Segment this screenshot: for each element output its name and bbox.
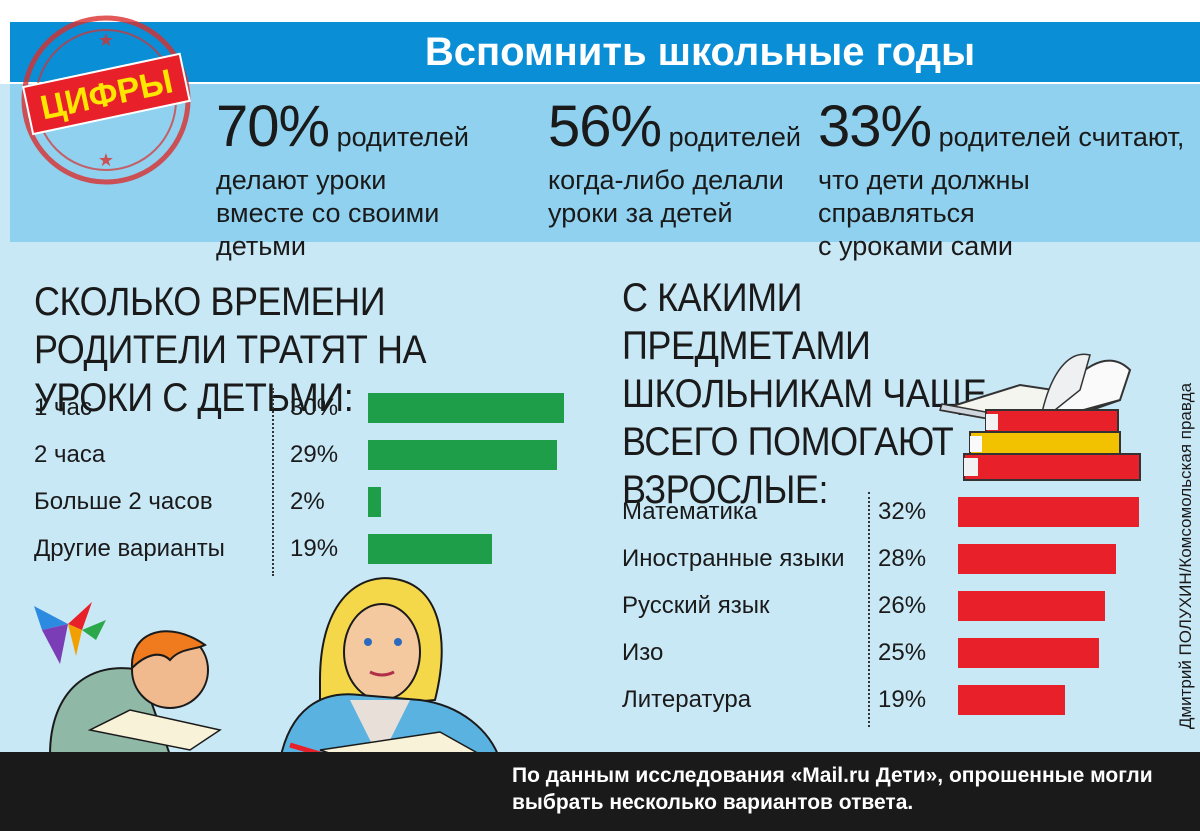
stat-block: 70% родителей делают уроки вместе со сво… <box>216 92 536 263</box>
separator-line <box>868 492 870 727</box>
star-icon: ★ <box>98 30 114 50</box>
stat-text-line: когда-либо делали <box>548 165 784 195</box>
bar <box>368 534 493 564</box>
value-label: 32% <box>878 498 927 525</box>
stat-block: 33% родителей считают, что дети должны с… <box>818 92 1190 263</box>
footer-band <box>0 752 1200 831</box>
bar <box>958 544 1117 574</box>
category-label: Литература <box>622 686 752 713</box>
stat-first-line: родителей считают, <box>938 122 1185 152</box>
footer-note: По данным исследования «Mail.ru Дети», о… <box>512 764 1153 814</box>
stat-value: 33% <box>818 94 932 159</box>
bar <box>958 497 1139 527</box>
value-label: 25% <box>878 639 927 666</box>
stats-band <box>10 84 1200 242</box>
photo-credit: Дмитрий ПОЛУХИН/Комсомольская правда <box>1176 382 1195 730</box>
separator-line <box>272 388 274 576</box>
bar <box>958 685 1066 715</box>
stat-value: 70% <box>216 94 330 159</box>
value-label: 2% <box>290 488 325 515</box>
bar <box>368 487 382 517</box>
category-label: Больше 2 часов <box>34 488 213 515</box>
value-label: 26% <box>878 592 927 619</box>
stat-text-line: с уроками сами <box>818 231 1013 261</box>
bar <box>368 393 564 423</box>
stat-text-line: уроки за детей <box>548 198 733 228</box>
bar <box>958 591 1105 621</box>
value-label: 30% <box>290 394 339 421</box>
category-label: Иностранные языки <box>622 545 845 572</box>
category-label: Другие варианты <box>34 535 225 562</box>
people-illustration <box>48 577 502 763</box>
category-label: Русский язык <box>622 592 770 619</box>
bird-logo-icon <box>34 602 106 664</box>
stat-block: 56% родителей когда-либо делали уроки за… <box>548 92 808 230</box>
value-label: 29% <box>290 441 339 468</box>
star-icon: ★ <box>98 150 114 170</box>
stat-text-line: что дети должны справляться <box>818 165 1030 228</box>
stat-value: 56% <box>548 94 662 159</box>
books-illustration <box>939 353 1141 481</box>
page-title: Вспомнить школьные годы <box>424 30 976 74</box>
value-label: 19% <box>290 535 339 562</box>
category-label: 2 часа <box>34 441 106 468</box>
stat-first-line: родителей <box>668 122 801 152</box>
bar <box>958 638 1100 668</box>
category-label: 1 час <box>34 394 92 421</box>
chart-title: С какими предметами школьникам чаще всег… <box>622 276 987 512</box>
value-label: 19% <box>878 686 927 713</box>
category-label: Математика <box>622 498 758 525</box>
category-label: Изо <box>622 639 664 666</box>
stat-text-line: вместе со своими детьми <box>216 198 440 261</box>
value-label: 28% <box>878 545 927 572</box>
title-bar <box>10 22 1200 82</box>
bar <box>368 440 558 470</box>
stat-text-line: делают уроки <box>216 165 387 195</box>
stamp-badge: ★ ★ ЦИФРЫ <box>21 15 191 185</box>
chart-title: Сколько времени родители тратят на уроки… <box>34 280 427 420</box>
stat-first-line: родителей <box>336 122 469 152</box>
